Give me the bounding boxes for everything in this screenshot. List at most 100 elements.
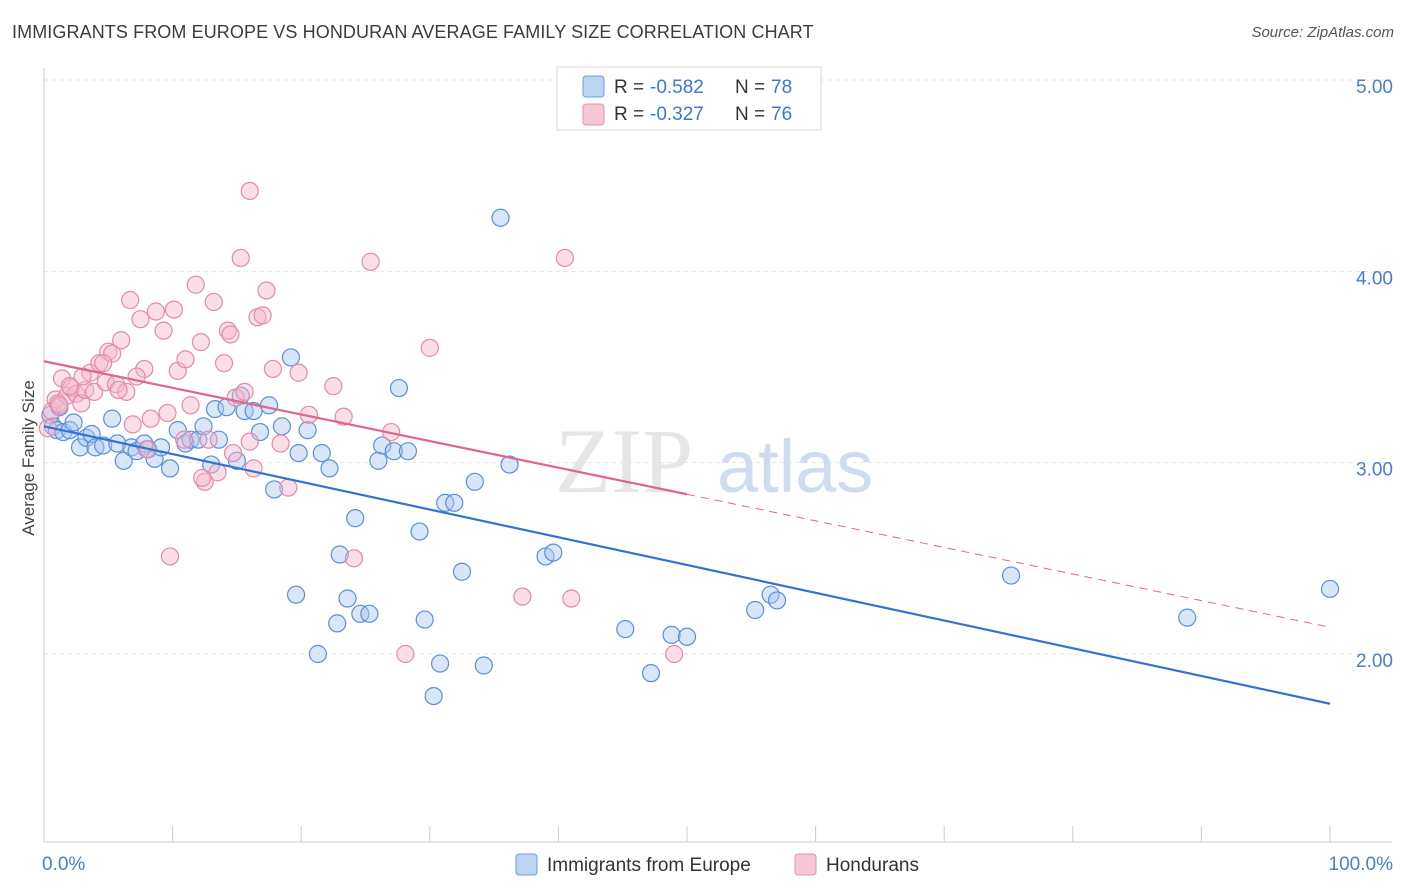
honduran-point-41 (231, 248, 250, 268)
europe-point-7 (70, 438, 90, 457)
honduran-point-51 (289, 363, 308, 382)
honduran-point-36 (208, 463, 227, 482)
x-tick-label-0: 0.0% (42, 854, 85, 875)
europe-point-66 (491, 208, 510, 227)
honduran-point-9 (76, 380, 95, 400)
europe-point-52 (369, 451, 388, 470)
europe-point-51 (360, 604, 379, 623)
honduran-point-55 (344, 549, 364, 568)
honduran-point-22 (135, 359, 154, 379)
x-tick-labels: 0.0% 100.0% (42, 854, 1393, 875)
honduran-point-42 (235, 382, 254, 401)
chart-title: IMMIGRANTS FROM EUROPE VS HONDURAN AVERA… (12, 22, 814, 42)
honduran-point-29 (176, 350, 195, 369)
y-tick-labels: 2.00 3.00 4.00 5.00 (1356, 77, 1393, 672)
honduran-point-74 (109, 380, 128, 400)
europe-point-70 (616, 620, 635, 639)
trend-lines (43, 360, 1331, 705)
europe-point-58 (415, 610, 434, 629)
europe-point-28 (205, 399, 225, 419)
bottom-legend-label-europe: Immigrants from Europe (547, 855, 751, 876)
legend-n-value-1: 78 (771, 77, 792, 98)
honduran-point-46 (253, 306, 272, 325)
honduran-point-39 (221, 325, 240, 344)
europe-point-69 (544, 543, 563, 562)
europe-point-45 (320, 459, 339, 478)
europe-point-77 (1001, 566, 1021, 585)
legend-swatch-blue (582, 75, 605, 98)
bottom-legend-label-hondurans: Hondurans (826, 855, 919, 876)
honduran-point-60 (513, 587, 532, 606)
europe-point-59 (424, 686, 443, 706)
europe-point-65 (474, 656, 493, 675)
europe-point-48 (338, 589, 357, 608)
legend-n-value-2: 76 (771, 104, 792, 125)
axes (43, 68, 1392, 843)
honduran-point-71 (73, 367, 92, 386)
europe-point-11 (94, 436, 113, 455)
europe-point-49 (346, 509, 365, 528)
honduran-point-53 (324, 377, 343, 396)
europe-point-12 (103, 409, 122, 428)
europe-point-62 (445, 493, 464, 512)
y-axis-title: Average Family Size (19, 380, 38, 536)
europe-point-79 (1320, 579, 1340, 599)
europe-point-38 (272, 417, 292, 436)
y-tick-label-3: 5.00 (1356, 77, 1393, 98)
europe-point-56 (398, 442, 418, 461)
europe-point-24 (181, 430, 200, 449)
europe-point-6 (64, 413, 83, 432)
honduran-point-61 (555, 248, 574, 268)
europe-point-37 (265, 480, 284, 499)
honduran-point-25 (154, 321, 173, 340)
honduran-point-24 (146, 302, 165, 321)
europe-point-39 (281, 348, 301, 367)
watermark: ZIP atlas (555, 410, 873, 512)
europe-point-78 (1178, 608, 1197, 627)
europe-point-14 (114, 451, 133, 470)
bottom-legend-swatch-blue (515, 853, 538, 876)
legend-r-value-2: -0.327 (650, 104, 704, 125)
europe-point-40 (286, 585, 306, 604)
y-tick-label-1: 3.00 (1356, 460, 1393, 481)
europe-point-63 (452, 562, 472, 581)
honduran-point-48 (263, 359, 283, 379)
europe-point-73 (677, 627, 697, 646)
europe-point-26 (194, 417, 213, 436)
honduran-point-59 (420, 338, 439, 357)
bottom-legend-swatch-pink (794, 853, 817, 876)
honduran-point-43 (240, 432, 259, 451)
europe-point-57 (410, 522, 429, 541)
gridlines (44, 79, 1392, 655)
europe-point-76 (767, 591, 787, 610)
honduran-point-70 (94, 354, 113, 373)
europe-point-55 (389, 378, 409, 398)
x-tick-label-1: 100.0% (1329, 854, 1394, 875)
europe-point-46 (328, 614, 347, 633)
watermark-atlas: atlas (717, 425, 873, 508)
bottom-legend: Immigrants from Europe Hondurans (515, 853, 919, 876)
honduran-point-30 (181, 396, 200, 415)
legend-swatch-pink (582, 103, 605, 126)
legend: R = -0.582 N = 78 R = -0.327 N = 76 (556, 66, 822, 131)
honduran-point-72 (60, 377, 79, 396)
y-tick-label-0: 2.00 (1356, 651, 1393, 672)
europe-point-71 (641, 664, 661, 683)
europe-point-42 (298, 421, 317, 440)
honduran-point-23 (141, 409, 160, 428)
source-credit: Source: ZipAtlas.com (1251, 24, 1394, 41)
trend-line-europe (43, 425, 1331, 705)
honduran-point-66 (193, 468, 212, 488)
europe-point-36 (259, 396, 279, 415)
europe-point-22 (168, 421, 187, 440)
europe-point-29 (209, 430, 228, 449)
europe-point-67 (500, 455, 519, 474)
honduran-point-20 (123, 415, 142, 434)
honduran-point-8 (72, 394, 91, 413)
honduran-point-65 (160, 547, 180, 566)
trend-line-hondurans-dashed (686, 493, 1331, 628)
legend-r-label-1: R = (614, 77, 644, 98)
honduran-point-34 (199, 430, 218, 449)
honduran-point-63 (665, 644, 684, 664)
